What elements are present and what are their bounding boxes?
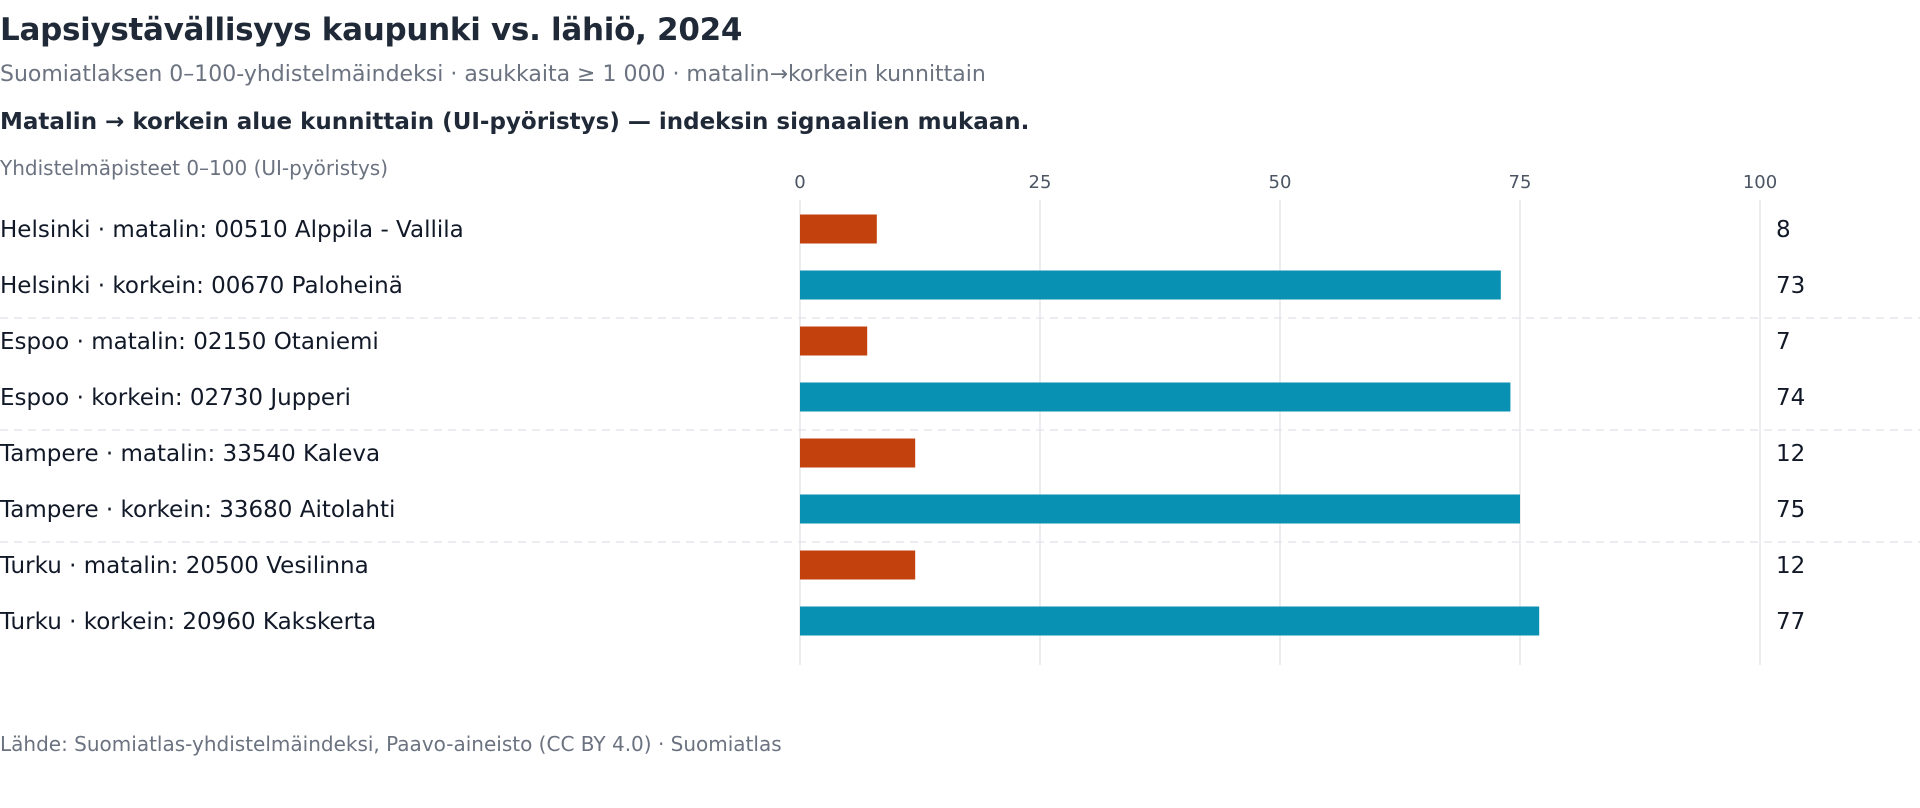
x-tick-label: 100 <box>1743 172 1777 193</box>
chart-subtitle: Suomiatlaksen 0–100-yhdistelmäindeksi · … <box>0 62 986 87</box>
bar-high <box>800 494 1520 524</box>
chart-lead-text: Matalin → korkein alue kunnittain (UI-py… <box>0 109 1030 135</box>
value-label: 74 <box>1776 385 1805 411</box>
category-label: Tampere · korkein: 33680 Aitolahti <box>0 497 395 523</box>
x-tick-label: 50 <box>1269 172 1292 193</box>
bar-low <box>800 214 877 244</box>
x-axis-caption: Yhdistelmäpisteet 0–100 (UI-pyöristys) <box>0 156 389 180</box>
value-label: 7 <box>1776 329 1791 355</box>
category-label: Helsinki · korkein: 00670 Paloheinä <box>0 273 403 299</box>
x-tick-label: 0 <box>794 172 805 193</box>
category-label: Espoo · korkein: 02730 Jupperi <box>0 385 351 411</box>
value-label: 8 <box>1776 217 1791 243</box>
bar-high <box>800 606 1540 636</box>
category-label: Turku · matalin: 20500 Vesilinna <box>0 553 369 579</box>
bar-low <box>800 438 916 468</box>
value-label: 75 <box>1776 497 1805 523</box>
category-label: Tampere · matalin: 33540 Kaleva <box>0 441 380 467</box>
x-tick-label: 25 <box>1029 172 1052 193</box>
category-label: Helsinki · matalin: 00510 Alppila - Vall… <box>0 217 464 243</box>
value-label: 77 <box>1776 609 1805 635</box>
bar-high <box>800 270 1501 300</box>
bar-chart: 0 25 50 75 100 Helsinki · matalin: 00510 Alpp… <box>0 172 1920 665</box>
value-label: 12 <box>1776 553 1805 579</box>
category-label: Espoo · matalin: 02150 Otaniemi <box>0 329 379 355</box>
category-label: Turku · korkein: 20960 Kakskerta <box>0 609 376 635</box>
bar-low <box>800 326 868 356</box>
x-tick-label: 75 <box>1509 172 1532 193</box>
chart-title: Lapsiystävällisyys kaupunki vs. lähiö, 2… <box>0 12 743 48</box>
bar-high <box>800 382 1511 412</box>
bar-low <box>800 550 916 580</box>
value-label: 73 <box>1776 273 1805 299</box>
value-label: 12 <box>1776 441 1805 467</box>
source-note: Lähde: Suomiatlas-yhdistelmäindeksi, Paa… <box>0 732 782 756</box>
